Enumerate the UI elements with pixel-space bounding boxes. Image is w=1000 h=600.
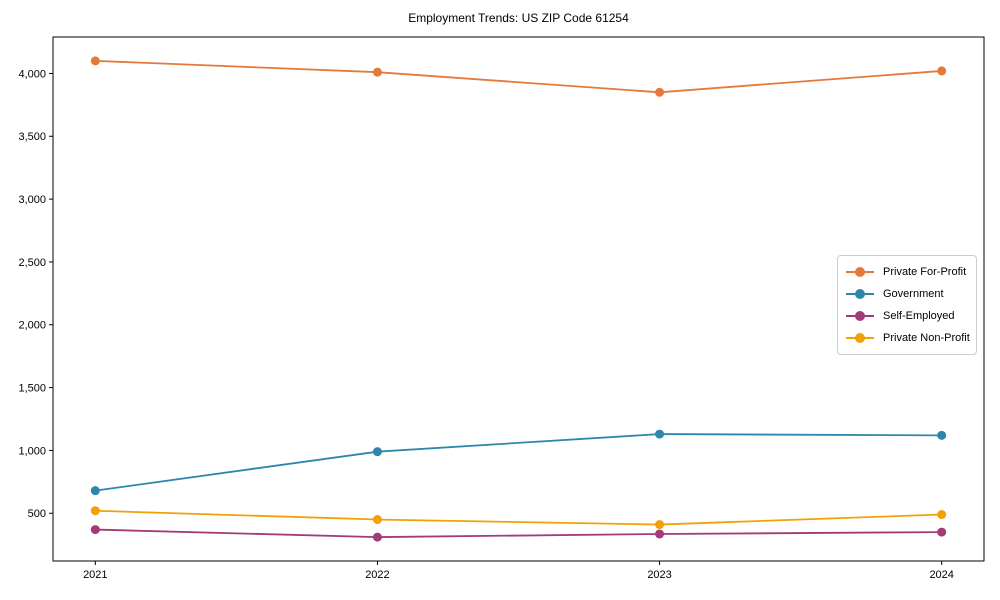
x-tick-label: 2022: [365, 569, 389, 581]
legend-item-government: Government: [845, 283, 968, 305]
legend-label-private-non-profit: Private Non-Profit: [883, 332, 970, 344]
legend-label-self-employed: Self-Employed: [883, 310, 955, 322]
y-tick-label: 1,500: [18, 382, 46, 394]
data-point-private-non-profit: [372, 515, 382, 525]
x-tick-label: 2023: [647, 569, 671, 581]
data-point-self-employed: [655, 529, 665, 539]
legend-marker-private-non-profit: [846, 333, 874, 343]
data-point-private-non-profit: [655, 520, 665, 530]
series-line-private-non-profit: [95, 509, 942, 526]
data-point-private-for-profit: [937, 66, 947, 76]
plot-frame: [52, 36, 985, 562]
series-line-government: [95, 433, 942, 492]
data-point-private-for-profit: [372, 67, 382, 77]
series-line-private-for-profit: [95, 59, 942, 94]
data-point-self-employed: [937, 527, 947, 537]
y-tick-label: 2,500: [18, 257, 46, 269]
legend-marker-government: [846, 289, 874, 299]
y-tick-label: 1,000: [18, 445, 46, 457]
data-point-private-non-profit: [937, 510, 947, 520]
legend-item-private-non-profit: Private Non-Profit: [845, 327, 970, 349]
data-point-private-non-profit: [90, 506, 100, 516]
data-point-private-for-profit: [90, 56, 100, 66]
data-point-private-for-profit: [655, 87, 665, 97]
legend-marker-private-for-profit: [846, 267, 874, 277]
data-point-government: [655, 429, 665, 439]
y-tick-label: 4,000: [18, 68, 46, 80]
legend-item-private-for-profit: Private For-Profit: [845, 261, 968, 283]
x-tick-label: 2024: [929, 569, 953, 581]
y-tick-label: 3,500: [18, 131, 46, 143]
legend-item-self-employed: Self-Employed: [845, 305, 968, 327]
series-line-self-employed: [95, 528, 942, 539]
y-tick-label: 3,000: [18, 194, 46, 206]
data-point-self-employed: [372, 532, 382, 542]
chart-title: Employment Trends: US ZIP Code 61254: [408, 11, 629, 25]
data-point-self-employed: [90, 525, 100, 535]
y-tick-label: 2,000: [18, 320, 46, 332]
x-tick-label: 2021: [83, 569, 107, 581]
legend: Private For-Profit Government Self-Employe…: [837, 255, 977, 355]
data-point-government: [937, 430, 947, 440]
legend-label-private-for-profit: Private For-Profit: [883, 266, 967, 278]
legend-label-government: Government: [883, 288, 944, 300]
data-point-government: [90, 486, 100, 496]
data-point-government: [372, 447, 382, 457]
y-tick-label: 500: [28, 508, 46, 520]
legend-marker-self-employed: [846, 311, 874, 321]
